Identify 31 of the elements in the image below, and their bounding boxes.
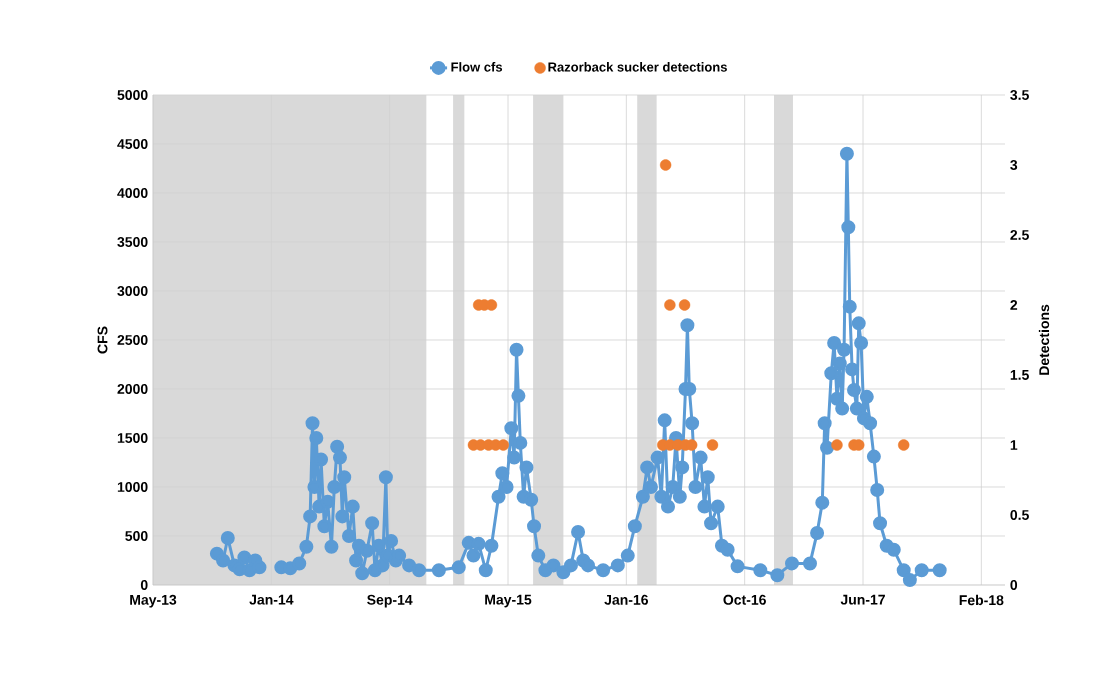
y-axis-title: CFS xyxy=(97,326,108,354)
y-tick-label: 2500 xyxy=(117,335,148,345)
x-tick-label: Feb-18 xyxy=(959,594,1004,606)
y-tick-label: 3500 xyxy=(117,237,148,247)
y-tick-label: 3000 xyxy=(117,286,148,296)
y2-tick-label: 1.5 xyxy=(1010,370,1029,380)
y-tick-label: 2000 xyxy=(117,384,148,394)
x-tick-label: Oct-16 xyxy=(723,594,766,605)
y-tick-label: 5000 xyxy=(117,90,148,100)
y2-tick-label: 2.5 xyxy=(1010,230,1029,240)
y-tick-label: 1000 xyxy=(117,482,148,492)
y-tick-label: 4000 xyxy=(117,188,148,198)
y2-tick-label: 1 xyxy=(1010,440,1018,450)
y-tick-label: 4500 xyxy=(117,139,148,149)
x-tick-label: May-13 xyxy=(130,594,177,608)
legend-label: Razorback sucker detections xyxy=(548,62,727,72)
y2-tick-label: 0.5 xyxy=(1010,510,1029,520)
y2-tick-label: 3 xyxy=(1010,160,1018,170)
x-tick-label: Sep-14 xyxy=(367,594,413,608)
x-tick-label: Jan-16 xyxy=(604,594,648,605)
y-tick-label: 500 xyxy=(125,531,148,541)
legend-label: Flow cfs xyxy=(451,62,503,72)
y2-tick-label: 3.5 xyxy=(1010,90,1029,100)
x-tick-label: Jan-14 xyxy=(249,594,294,605)
y2-tick-label: 0 xyxy=(1010,580,1018,590)
y-tick-label: 1500 xyxy=(117,433,148,443)
y-tick-label: 0 xyxy=(140,580,148,590)
x-tick-label: May-15 xyxy=(485,594,532,608)
y2-tick-label: 2 xyxy=(1010,300,1018,310)
x-tick-label: Jun-17 xyxy=(840,594,885,605)
y2-axis-title: Detections xyxy=(1038,304,1050,375)
